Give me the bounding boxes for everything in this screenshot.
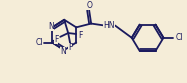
Text: F: F bbox=[68, 43, 72, 52]
Text: O: O bbox=[86, 1, 92, 10]
Text: N: N bbox=[48, 22, 54, 31]
Text: N: N bbox=[60, 47, 66, 56]
Text: F: F bbox=[54, 35, 59, 44]
Text: Cl: Cl bbox=[176, 33, 183, 42]
Text: HN: HN bbox=[103, 21, 115, 30]
Text: Cl: Cl bbox=[36, 38, 43, 47]
Text: F: F bbox=[78, 31, 82, 40]
